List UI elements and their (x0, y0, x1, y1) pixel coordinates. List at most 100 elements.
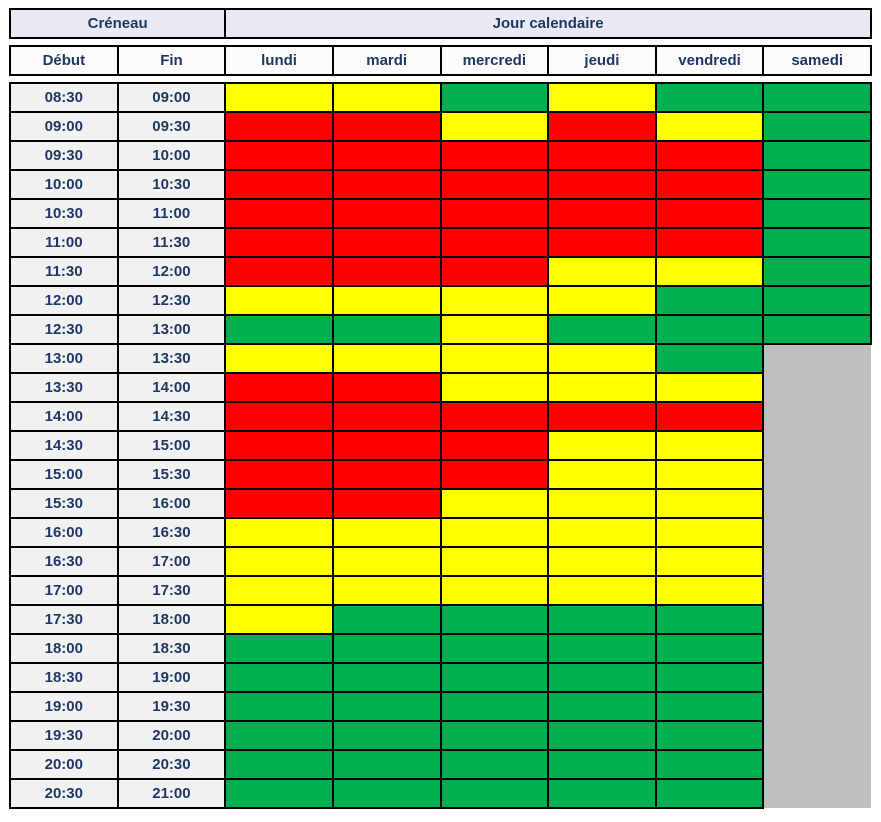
slot-samedi-19:30 (763, 721, 871, 750)
slot-jeudi-16:00 (547, 517, 657, 548)
slot-vendredi-09:30 (654, 140, 765, 171)
slot-vendredi-17:00 (654, 575, 765, 606)
slot-mardi-14:00 (331, 401, 442, 432)
slot-vendredi-11:00 (654, 227, 765, 258)
fin-cell: 20:30 (116, 749, 227, 780)
slot-mardi-19:30 (331, 720, 442, 751)
slot-mardi-08:30 (331, 82, 442, 113)
day-header-vendredi: vendredi (654, 45, 765, 76)
table-row: 10:30 11:00 (9, 198, 872, 229)
table-row: 17:30 18:00 (9, 604, 871, 635)
slot-vendredi-12:30 (654, 314, 765, 345)
slot-mardi-19:00 (331, 691, 442, 722)
slot-jeudi-14:30 (547, 430, 657, 461)
debut-cell: 11:30 (9, 256, 119, 287)
fin-cell: 19:00 (116, 662, 227, 693)
slot-mardi-14:30 (331, 430, 442, 461)
spacer (10, 75, 871, 83)
slot-vendredi-09:00 (654, 111, 765, 142)
table-row: 20:00 20:30 (9, 749, 871, 780)
slot-lundi-09:30 (224, 140, 334, 171)
slot-jeudi-19:00 (547, 691, 657, 722)
jour-calendaire-group-header: Jour calendaire (224, 8, 872, 39)
slot-mercredi-14:30 (439, 430, 550, 461)
table-row: 13:30 14:00 (9, 372, 871, 403)
slot-samedi-11:30 (762, 256, 872, 287)
slot-mercredi-10:00 (439, 169, 550, 200)
debut-cell: 17:00 (9, 575, 119, 606)
table-row: 16:30 17:00 (9, 546, 871, 577)
slot-jeudi-09:30 (547, 140, 657, 171)
slot-mercredi-09:00 (439, 111, 550, 142)
fin-cell: 14:00 (116, 372, 227, 403)
slot-lundi-10:00 (224, 169, 334, 200)
slot-mercredi-11:30 (439, 256, 550, 287)
slot-samedi-13:00 (763, 344, 871, 373)
slot-vendredi-16:00 (654, 517, 765, 548)
table-row: 17:00 17:30 (9, 575, 871, 606)
fin-cell: 12:00 (116, 256, 227, 287)
header-gap-row (10, 38, 871, 46)
slot-samedi-10:00 (762, 169, 872, 200)
fin-cell: 10:00 (116, 140, 227, 171)
slot-jeudi-18:30 (547, 662, 657, 693)
slot-samedi-12:00 (762, 285, 872, 316)
slot-mardi-17:30 (331, 604, 442, 635)
slot-mardi-11:00 (331, 227, 442, 258)
slot-vendredi-10:00 (654, 169, 765, 200)
schedule-body: 08:30 09:00 09:00 09:30 09:30 10:00 10:00 10:30… (9, 82, 872, 809)
fin-cell: 09:30 (116, 111, 227, 142)
table-row: 09:30 10:00 (9, 140, 872, 171)
slot-samedi-15:00 (763, 460, 871, 489)
slot-mardi-18:00 (331, 633, 442, 664)
slot-lundi-14:30 (224, 430, 334, 461)
table-row: 11:30 12:00 (9, 256, 872, 287)
slot-jeudi-12:30 (547, 314, 657, 345)
slot-vendredi-19:00 (654, 691, 765, 722)
fin-cell: 11:00 (116, 198, 227, 229)
slot-lundi-17:00 (224, 575, 334, 606)
slot-mercredi-17:00 (439, 575, 550, 606)
debut-cell: 10:30 (9, 198, 119, 229)
slot-lundi-18:30 (224, 662, 334, 693)
slot-vendredi-19:30 (654, 720, 765, 751)
day-header-mardi: mardi (331, 45, 442, 76)
fin-cell: 15:00 (116, 430, 227, 461)
table-row: 15:30 16:00 (9, 488, 871, 519)
fin-cell: 13:00 (116, 314, 227, 345)
slot-jeudi-17:30 (547, 604, 657, 635)
debut-cell: 19:30 (9, 720, 119, 751)
table-row: 14:00 14:30 (9, 401, 871, 432)
table-row: 12:00 12:30 (9, 285, 872, 316)
slot-vendredi-20:30 (654, 778, 765, 809)
slot-samedi-13:30 (763, 373, 871, 402)
slot-jeudi-19:30 (547, 720, 657, 751)
slot-mercredi-20:30 (439, 778, 550, 809)
fin-cell: 14:30 (116, 401, 227, 432)
slot-mercredi-15:00 (439, 459, 550, 490)
slot-lundi-09:00 (224, 111, 334, 142)
slot-samedi-14:00 (763, 402, 871, 431)
slot-lundi-12:30 (224, 314, 334, 345)
table-row: 14:30 15:00 (9, 430, 871, 461)
schedule-table: Créneau Jour calendaire Début Fin lundi m… (8, 8, 872, 809)
debut-cell: 19:00 (9, 691, 119, 722)
table-row: 16:00 16:30 (9, 517, 871, 548)
slot-lundi-20:30 (224, 778, 334, 809)
table-row: 11:00 11:30 (9, 227, 872, 258)
slot-jeudi-13:30 (547, 372, 657, 403)
debut-cell: 12:00 (9, 285, 119, 316)
slot-mardi-20:00 (331, 749, 442, 780)
slot-jeudi-11:30 (547, 256, 657, 287)
debut-cell: 12:30 (9, 314, 119, 345)
slot-vendredi-14:30 (654, 430, 765, 461)
fin-cell: 17:30 (116, 575, 227, 606)
slot-mardi-20:30 (331, 778, 442, 809)
slot-mercredi-16:00 (439, 517, 550, 548)
slot-mardi-09:30 (331, 140, 442, 171)
slot-lundi-16:30 (224, 546, 334, 577)
day-header-lundi: lundi (224, 45, 334, 76)
slot-mercredi-09:30 (439, 140, 550, 171)
slot-vendredi-12:00 (654, 285, 765, 316)
